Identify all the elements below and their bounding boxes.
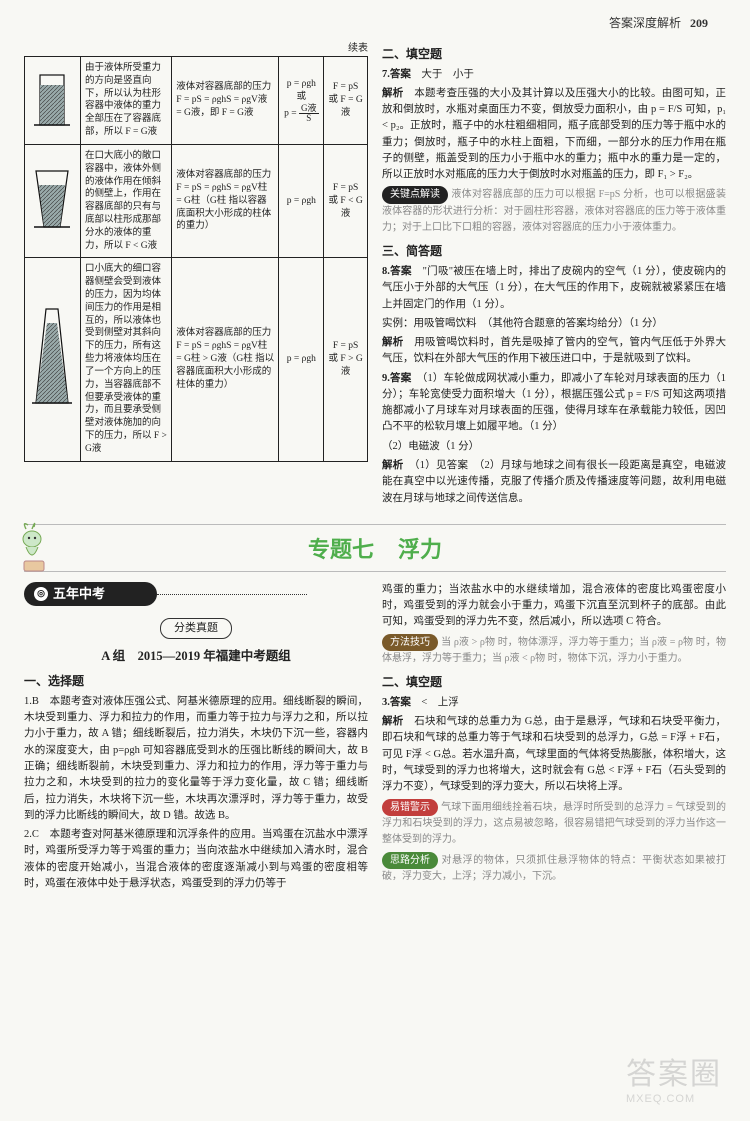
table-row: 口小底大的细口容器侧壁会受到液体的压力，因为均体间压力的作用是相互的，所以液体也… <box>25 258 368 461</box>
q7-jx-label: 解析 <box>382 88 404 99</box>
q8-ans-label: 8.答案 <box>382 266 412 277</box>
topic-banner: 专题七 浮力 <box>24 524 726 572</box>
q2-text: 2.C 本题考查对阿基米德原理和沉浮条件的应用。当鸡蛋在沉盐水中漂浮时，鸡蛋所受… <box>24 827 368 892</box>
q8-answer: "门吸"被压在墙上时，排出了皮碗内的空气（1 分），使皮碗内的气压小于外部的大气… <box>382 266 726 310</box>
continued-label: 续表 <box>24 39 368 56</box>
table-row: 由于液体所受重力的方向是竖直向下，所以认为柱形容器中液体的重力全部压在了容器底部… <box>25 57 368 145</box>
diagram-cell <box>25 258 81 461</box>
page-number: 209 <box>690 16 708 30</box>
section-2-title: 二、填空题 <box>382 45 726 64</box>
lower-region: ◎ 五年中考 分类真题 A 组 2015—2019 年福建中考题组 一、选择题 … <box>0 582 750 895</box>
five-year-pill: ◎ 五年中考 <box>24 582 157 606</box>
q3-answer: < 上浮 <box>421 697 458 708</box>
q2-continued: 鸡蛋的重力；当浓盐水中的水继续增加，混合液体的密度比鸡蛋密度小时，鸡蛋受到的浮力… <box>382 582 726 631</box>
q8-analysis: 用吸管喝饮料时，首先是吸掉了管内的空气，管内气压低于外界大气压，饮料在外部大气压… <box>382 337 726 364</box>
upper-region: 续表 由于液体所受重力的方向是竖直向下，所以认为柱形容器中液体的重力全部压在了容 <box>0 39 750 510</box>
q9-ans-label: 9.答案 <box>382 373 411 384</box>
q8-example: 实例：用吸管喝饮料 （其他符合题意的答案均给分）（1 分） <box>382 316 726 332</box>
p-cell: p = ρgh 或 p = G液S <box>279 57 324 145</box>
warn-bubble: 易错警示 <box>382 799 438 817</box>
category-pill: 分类真题 <box>160 618 232 639</box>
desc-cell: 在口大底小的敞口容器中，液体外侧的液体作用在倾斜的侧壁上，作用在容器底部的只有与… <box>80 144 171 258</box>
keypoint-bubble: 关键点解读 <box>382 186 448 204</box>
p-cell: p = ρgh <box>279 144 324 258</box>
f-cell: F = pS 或 F > G液 <box>324 258 368 461</box>
group-title: A 组 2015—2019 年福建中考题组 <box>24 647 368 666</box>
diagram-cell <box>25 144 81 258</box>
lower-right-column: 鸡蛋的重力；当浓盐水中的水继续增加，混合液体的密度比鸡蛋密度小时，鸡蛋受到的浮力… <box>382 582 726 895</box>
q7-analysis: 本题考查压强的大小及其计算以及压强大小的比较。由图可知，正放和倒放时，水瓶对桌面… <box>382 88 726 180</box>
target-icon: ◎ <box>34 587 48 601</box>
formula-cell: 液体对容器底部的压力 F = pS = ρghS = ρgV柱 = G柱（G柱 … <box>172 144 279 258</box>
lower-left-column: ◎ 五年中考 分类真题 A 组 2015—2019 年福建中考题组 一、选择题 … <box>24 582 368 895</box>
q7-answer: 大于 小于 <box>421 69 474 80</box>
desc-cell: 由于液体所受重力的方向是竖直向下，所以认为柱形容器中液体的重力全部压在了容器底部… <box>80 57 171 145</box>
diagram-cell <box>25 57 81 145</box>
choice-section-title: 一、选择题 <box>24 672 368 691</box>
p-cell: p = ρgh <box>279 258 324 461</box>
method-bubble: 方法技巧 <box>382 634 438 652</box>
section-3-title: 三、简答题 <box>382 242 726 261</box>
table-row: 在口大底小的敞口容器中，液体外侧的液体作用在倾斜的侧壁上，作用在容器底部的只有与… <box>25 144 368 258</box>
q9-answer-2: （2）电磁波（1 分） <box>382 439 726 455</box>
banner-right: 浮力 <box>398 532 442 564</box>
q7-ans-label: 7.答案 <box>382 69 411 80</box>
q9-analysis: （1）见答案 （2）月球与地球之间有很长一段距离是真空，电磁波能在真空中以光速传… <box>382 460 726 504</box>
q9-jx-label: 解析 <box>382 460 404 471</box>
desc-cell: 口小底大的细口容器侧壁会受到液体的压力，因为均体间压力的作用是相互的，所以液体也… <box>80 258 171 461</box>
q3-ans-label: 3.答案 <box>382 697 411 708</box>
fill-section-title: 二、填空题 <box>382 673 726 692</box>
q3-jx-label: 解析 <box>382 716 404 727</box>
think-bubble: 思路分析 <box>382 852 438 870</box>
q3-analysis: 石块和气球的总重力为 G总，由于是悬浮，气球和石块受平衡力，即石块和气球的总重力… <box>382 716 726 792</box>
q1-text: 1.B 本题考查对液体压强公式、阿基米德原理的应用。细线断裂的瞬间，木块受到重力… <box>24 694 368 824</box>
f-cell: F = pS 或 F = G液 <box>324 57 368 145</box>
table-column: 续表 由于液体所受重力的方向是竖直向下，所以认为柱形容器中液体的重力全部压在了容 <box>24 39 368 510</box>
watermark: 答案圈 MXEQ.COM <box>626 1049 722 1105</box>
formula-cell: 液体对容器底部的压力 F = pS = ρghS = ρgV柱 = G柱 > G… <box>172 258 279 461</box>
formula-cell: 液体对容器底部的压力 F = pS = ρghS = ρgV液 = G液，即 F… <box>172 57 279 145</box>
answers-column: 二、填空题 7.答案 大于 小于 解析 本题考查压强的大小及其计算以及压强大小的… <box>382 39 726 510</box>
q8-jx-label: 解析 <box>382 337 404 348</box>
page-header: 答案深度解析 209 <box>0 0 750 39</box>
physics-table: 由于液体所受重力的方向是竖直向下，所以认为柱形容器中液体的重力全部压在了容器底部… <box>24 56 368 462</box>
banner-left: 专题七 <box>308 532 374 564</box>
f-cell: F = pS 或 F < G液 <box>324 144 368 258</box>
deer-icon <box>16 519 60 575</box>
header-title: 答案深度解析 <box>609 16 681 30</box>
q9-answer-1: （1）车轮做成网状减小重力，即减小了车轮对月球表面的压力（1 分）；车轮宽使受力… <box>382 373 726 433</box>
